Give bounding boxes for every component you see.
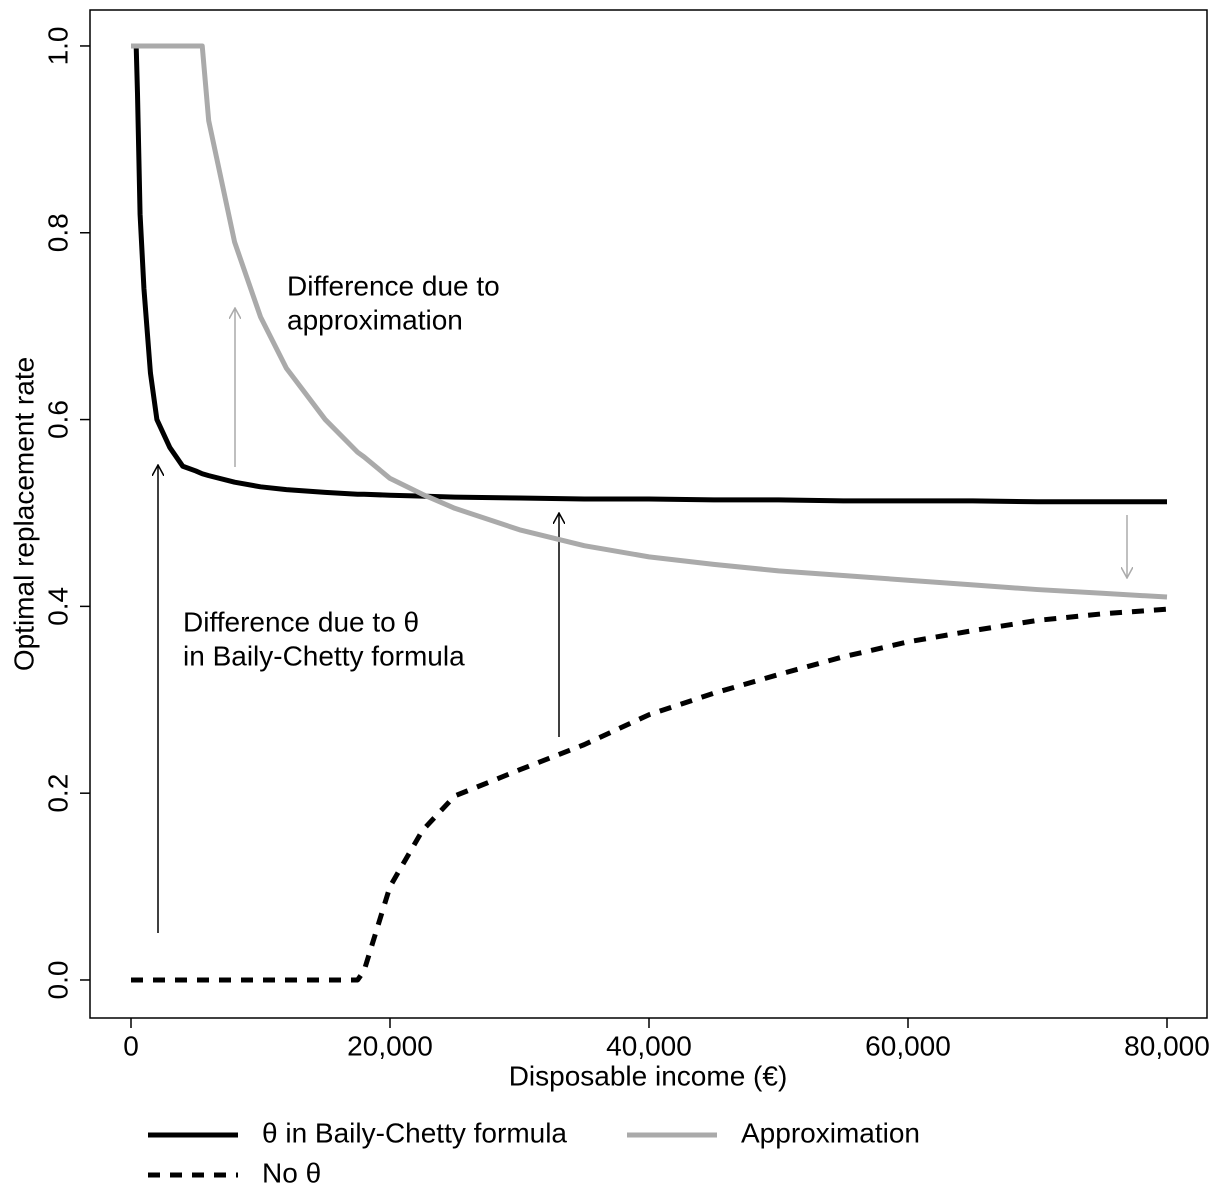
legend-label: No θ [262,1157,321,1188]
annotation: Difference due to θ [183,606,419,637]
annotation: Difference due to [287,270,500,301]
legend-label: θ in Baily-Chetty formula [262,1117,567,1148]
x-tick-label: 0 [123,1030,139,1061]
y-tick-label: 0.6 [42,400,73,439]
x-tick-label: 40,000 [606,1030,692,1061]
y-axis-label: Optimal replacement rate [8,357,39,671]
x-tick-label: 80,000 [1124,1030,1210,1061]
series-line [131,43,1167,505]
annotation: in Baily-Chetty formula [183,640,465,671]
x-axis-label: Disposable income (€) [509,1060,788,1091]
x-tick-label: 20,000 [347,1030,433,1061]
series-line [131,43,1168,600]
annotation: approximation [287,304,463,335]
y-tick-label: 0.4 [42,587,73,626]
x-tick-label: 60,000 [865,1030,951,1061]
y-tick-label: 0.2 [42,774,73,813]
series-line [131,606,1168,983]
y-tick-label: 0.8 [42,213,73,252]
legend-label: Approximation [741,1117,920,1148]
plot-frame [89,9,1208,1019]
y-tick-label: 0.0 [42,961,73,1000]
y-tick-label: 1.0 [42,26,73,65]
